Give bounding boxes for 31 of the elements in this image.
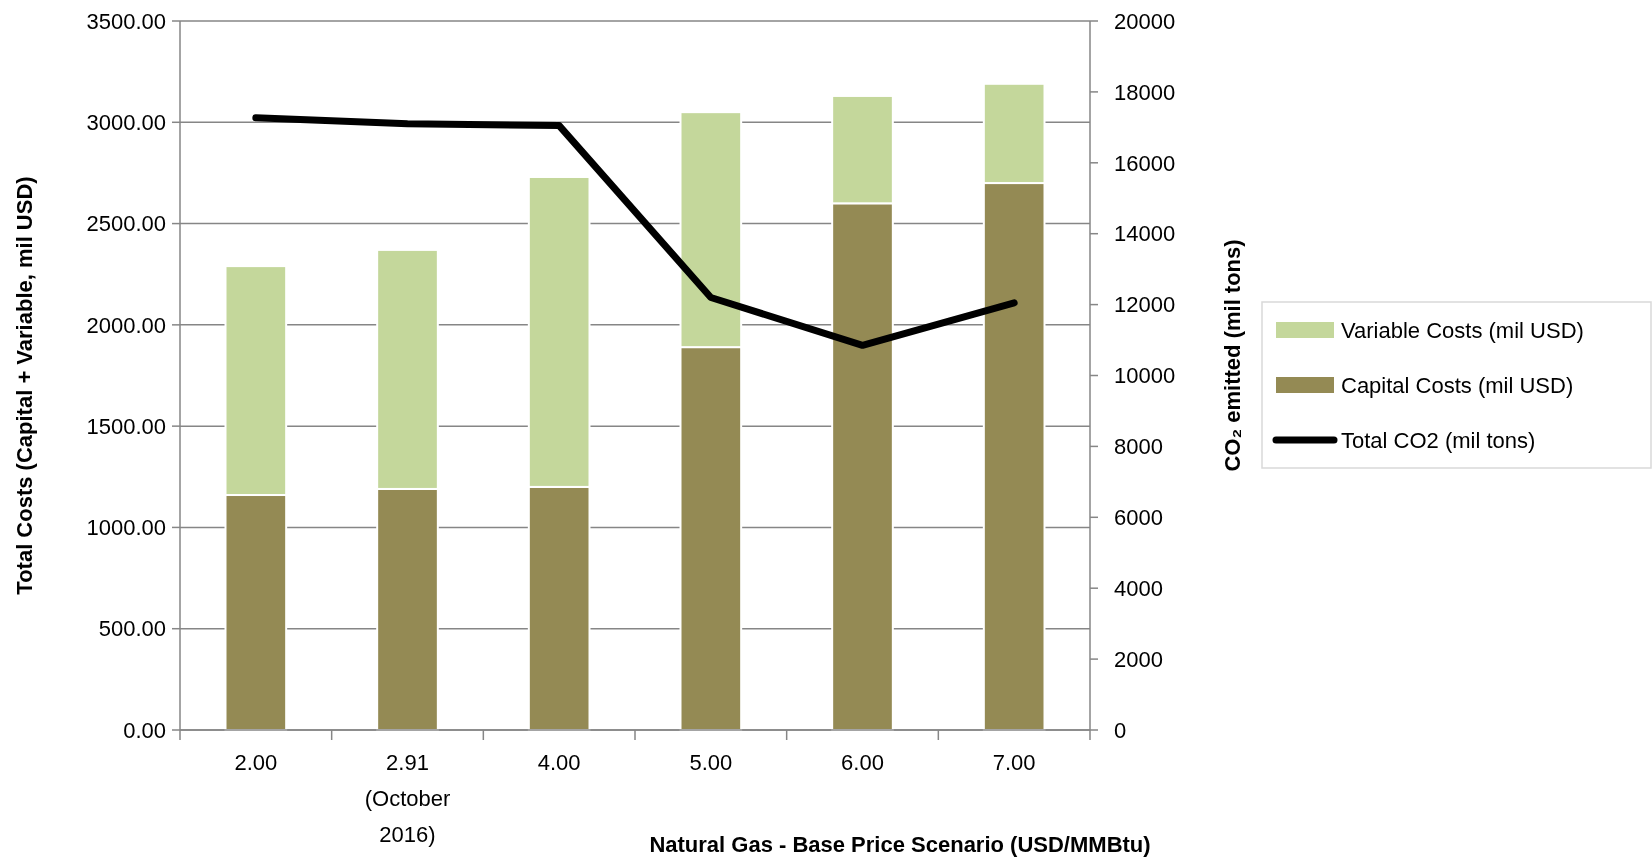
y-tick-label: 0.00: [123, 717, 166, 743]
y2-tick-label: 4000: [1114, 575, 1163, 601]
y-tick-label: 500.00: [98, 616, 166, 642]
y-tick-label: 3500.00: [86, 8, 166, 34]
y2-tick-label: 8000: [1114, 434, 1163, 460]
y2-axis-title: CO₂ emitted (mil tons): [1220, 239, 1245, 472]
y-tick-label: 3000.00: [86, 109, 166, 135]
y-tick-label: 2500.00: [86, 211, 166, 237]
x-tick-label: 4.00: [537, 750, 581, 775]
y2-tick-label: 0: [1114, 717, 1127, 743]
y2-tick-label: 18000: [1114, 79, 1176, 105]
y2-tick-label: 20000: [1114, 8, 1176, 34]
x-tick-label: 6.00: [841, 750, 884, 775]
x-tick-label: 2.91 (October 2016): [364, 750, 451, 847]
y-tick-label: 1500.00: [86, 413, 166, 439]
y-tick-label: 1000.00: [86, 515, 166, 541]
legend-label: Variable Costs (mil USD): [1341, 317, 1584, 343]
y2-tick-label: 14000: [1114, 221, 1176, 247]
y-tick-label: 2000.00: [86, 312, 166, 338]
y2-tick-label: 16000: [1114, 150, 1176, 176]
y2-tick-label: 10000: [1114, 363, 1176, 389]
legend-label: Capital Costs (mil USD): [1341, 372, 1574, 398]
legend-label: Total CO2 (mil tons): [1341, 427, 1536, 453]
x-tick-label: 7.00: [992, 750, 1036, 775]
x-tick-label: 5.00: [689, 750, 733, 775]
y-axis-title: Total Costs (Capital + Variable, mil USD): [12, 176, 37, 595]
x-tick-label: 2.00: [234, 750, 278, 775]
y2-tick-label: 12000: [1114, 292, 1176, 318]
y2-tick-label: 6000: [1114, 505, 1163, 530]
x-axis-title: Natural Gas - Base Price Scenario (USD/MMBtu): [649, 832, 1151, 857]
y2-tick-label: 2000: [1114, 646, 1163, 672]
